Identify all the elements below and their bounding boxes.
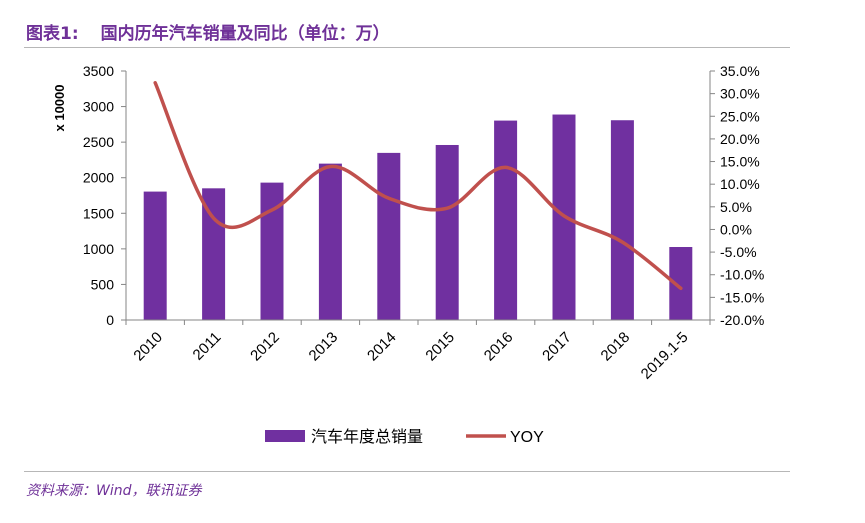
chart: 0 500 1000 1500 2000 2500 3000 3500 -20.0% -15.0%… <box>52 63 765 446</box>
legend-line-label: YOY <box>510 429 544 446</box>
left-tick-label: 1000 <box>83 241 114 257</box>
yoy-line <box>153 81 683 291</box>
left-tick-label: 3000 <box>83 99 114 115</box>
right-tick-label: 5.0% <box>720 199 752 215</box>
left-tick-label: 0 <box>106 312 114 328</box>
left-tick-label: 2500 <box>83 134 114 150</box>
left-tick-label: 1500 <box>83 205 114 221</box>
x-tick-label: 2015 <box>422 329 458 365</box>
x-tick-label: 2016 <box>481 329 517 365</box>
figure-title: 图表1: 国内历年汽车销量及同比（单位：万） <box>26 19 390 44</box>
x-tick-label: 2014 <box>364 329 400 365</box>
right-tick-label: 20.0% <box>720 131 760 147</box>
right-tick-label: 15.0% <box>720 154 760 170</box>
legend-bar-label: 汽车年度总销量 <box>311 428 423 446</box>
x-tick-label: 2019.1-5 <box>638 329 692 383</box>
legend: 汽车年度总销量 YOY <box>265 428 544 446</box>
bottom-divider <box>24 471 790 472</box>
bar-2013 <box>318 163 342 320</box>
left-tick-label: 500 <box>91 276 115 292</box>
right-tick-label: -10.0% <box>720 267 764 283</box>
right-tick-label: -20.0% <box>720 312 764 328</box>
bar-2012 <box>260 182 284 320</box>
x-tick-label: 2017 <box>539 329 575 365</box>
bars-group <box>143 114 693 320</box>
x-tick-label: 2013 <box>306 329 342 365</box>
right-tick-label: 25.0% <box>720 108 760 124</box>
bar-2019.1-5 <box>669 247 693 320</box>
left-tick-label: 2000 <box>83 170 114 186</box>
left-tick-label: 3500 <box>83 63 114 79</box>
bar-2010 <box>143 191 167 320</box>
x-tick-label: 2011 <box>190 329 225 364</box>
figure-title-text: 国内历年汽车销量及同比（单位：万） <box>100 24 390 44</box>
bar-2015 <box>435 144 459 320</box>
bar-2016 <box>494 120 518 320</box>
ticks-group: 0 500 1000 1500 2000 2500 3000 3500 -20.0% -15.0%… <box>83 63 765 383</box>
right-tick-label: 35.0% <box>720 63 760 79</box>
right-tick-label: 0.0% <box>720 221 752 237</box>
bar-2018 <box>610 120 634 320</box>
right-tick-label: 30.0% <box>720 86 760 102</box>
source-note: 资料来源：Wind，联讯证券 <box>26 483 202 499</box>
right-tick-label: 10.0% <box>720 176 760 192</box>
x-tick-label: 2012 <box>247 329 283 365</box>
x-tick-label: 2018 <box>598 329 634 365</box>
figure-title-prefix: 图表1: <box>26 24 79 44</box>
legend-bar-swatch <box>265 430 305 442</box>
top-divider <box>24 47 790 48</box>
right-tick-label: -5.0% <box>720 244 757 260</box>
right-tick-label: -15.0% <box>720 289 764 305</box>
bar-2014 <box>377 152 401 320</box>
y-left-axis-label: x 10000 <box>52 85 67 132</box>
x-tick-label: 2010 <box>130 329 166 365</box>
